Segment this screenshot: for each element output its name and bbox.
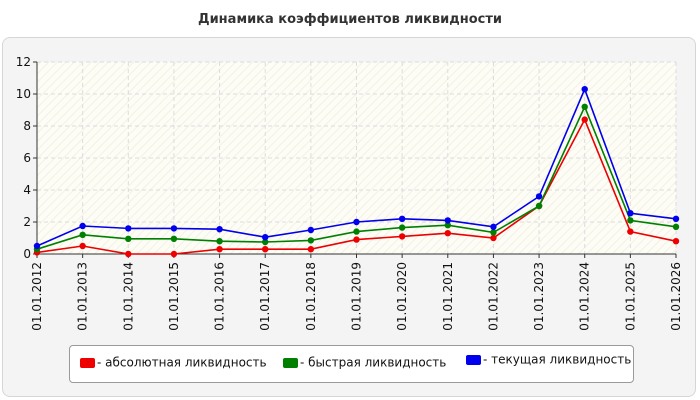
data-point: [216, 238, 223, 245]
y-tick-label: 2: [23, 215, 31, 229]
legend-swatch-quick: [283, 357, 298, 368]
data-point: [627, 210, 634, 217]
data-point: [216, 246, 223, 253]
legend-swatch-absolute: [80, 357, 95, 368]
data-point: [535, 202, 543, 210]
data-point: [490, 229, 497, 236]
y-tick-label: 8: [23, 119, 31, 133]
data-point: [307, 246, 315, 253]
x-tick-label: 01.01.2025: [623, 262, 637, 331]
data-point: [262, 238, 269, 246]
chart-title: Динамика коэффициентов ликвидности: [198, 12, 502, 27]
y-tick-label: 0: [23, 247, 31, 261]
legend-swatch-current: [466, 354, 481, 365]
data-point: [79, 242, 86, 250]
data-point: [444, 217, 451, 224]
data-point: [262, 234, 269, 241]
data-point: [170, 225, 178, 232]
legend-item-quick: - быстрая ликвидность: [283, 355, 446, 371]
grid-lines: [37, 61, 677, 254]
data-point: [125, 250, 132, 258]
data-point: [353, 236, 360, 243]
x-tick-label: 01.01.2015: [167, 262, 181, 331]
y-tick-label: 4: [23, 183, 31, 197]
x-tick-label: 01.01.2026: [669, 262, 683, 331]
data-point: [398, 224, 406, 231]
x-tick-labels: 01.01.2012 01.01.2013 01.01.2014 01.01.2015…: [30, 262, 683, 331]
x-tick-label: 01.01.2022: [486, 262, 500, 331]
data-point: [444, 222, 451, 229]
data-point: [627, 217, 634, 224]
x-tick-label: 01.01.2020: [395, 262, 409, 331]
data-point: [79, 231, 86, 238]
data-point: [125, 235, 132, 242]
data-point: [262, 246, 269, 253]
legend-label-quick: - быстрая ликвидность: [300, 355, 447, 370]
x-tick-label: 01.01.2021: [441, 262, 455, 331]
data-point: [307, 226, 315, 234]
y-tick-labels: 0 2 4 6 8 10 12: [16, 55, 31, 261]
legend-label-absolute: - абсолютная ликвидность: [97, 355, 267, 370]
data-point: [490, 223, 497, 230]
series-2: [33, 86, 680, 250]
data-point: [672, 238, 680, 245]
data-point: [535, 193, 543, 200]
data-point: [216, 226, 223, 233]
y-tick-label: 12: [16, 55, 31, 69]
x-tick-label: 01.01.2013: [76, 262, 90, 331]
data-point: [672, 215, 680, 222]
legend-item-absolute: - абсолютная ликвидность: [80, 355, 267, 371]
data-point: [581, 86, 588, 93]
x-tick-label: 01.01.2014: [121, 262, 135, 331]
data-point: [353, 228, 360, 235]
data-point: [170, 235, 178, 242]
data-point: [307, 237, 315, 244]
data-point: [125, 225, 132, 232]
data-point: [672, 223, 680, 230]
legend-label-current: - текущая ликвидность: [483, 352, 632, 367]
data-point: [581, 116, 588, 123]
x-tick-label: 01.01.2024: [578, 262, 592, 331]
legend-item-current: - текущая ликвидность: [466, 352, 631, 368]
data-point: [353, 218, 360, 226]
x-tick-label: 01.01.2016: [213, 262, 227, 331]
y-tick-label: 6: [23, 151, 31, 165]
x-tick-label: 01.01.2017: [258, 262, 272, 331]
data-point: [398, 215, 406, 222]
series-layer: [33, 86, 680, 258]
chart-legend: - абсолютная ликвидность - быстрая ликви…: [69, 345, 634, 383]
x-tick-label: 01.01.2019: [350, 262, 364, 331]
data-point: [490, 234, 497, 242]
x-tick-label: 01.01.2012: [30, 262, 44, 331]
data-point: [170, 250, 178, 258]
data-point: [33, 242, 41, 250]
x-tick-label: 01.01.2023: [532, 262, 546, 331]
data-point: [581, 103, 588, 111]
y-tick-label: 10: [16, 87, 31, 101]
data-point: [79, 222, 86, 230]
data-point: [398, 233, 406, 240]
data-point: [627, 228, 634, 235]
series-1: [33, 103, 680, 253]
x-tick-label: 01.01.2018: [304, 262, 318, 331]
data-point: [444, 230, 451, 237]
